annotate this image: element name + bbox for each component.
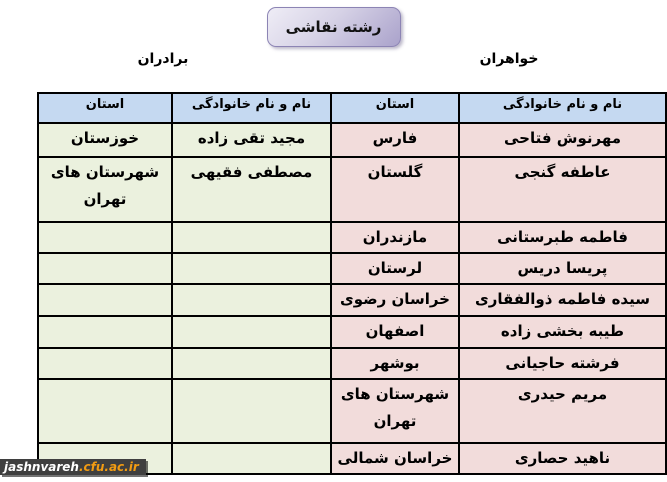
cell-sisters-name: فرشته حاجیانی	[458, 347, 667, 380]
cell-brothers-province: شهرستان های تهران	[37, 156, 173, 223]
field-title-text: رشته نقاشی	[285, 18, 382, 36]
cell-sisters-name: عاطفه گنجی	[458, 156, 667, 223]
cell-sisters-province: گلستان	[330, 156, 460, 223]
cell-sisters-name: طیبه بخشی زاده	[458, 315, 667, 349]
table-row: شهرستان های تهران مریم حیدری	[37, 378, 667, 444]
cell-sisters-name: مهرنوش فتاحی	[458, 122, 667, 158]
cell-brothers-province	[37, 283, 173, 317]
cell-sisters-province: لرستان	[330, 252, 460, 285]
cell-sisters-name: ناهید حصاری	[458, 442, 667, 475]
table-row: شهرستان های تهران مصطفی فقیهی گلستان عاط…	[37, 156, 667, 223]
cell-brothers-province: خوزستان	[37, 122, 173, 158]
watermark-domain: .cfu.ac.ir	[78, 460, 139, 474]
field-title-badge: رشته نقاشی	[266, 7, 401, 47]
table-row: بوشهر فرشته حاجیانی	[37, 347, 667, 380]
cell-brothers-name	[171, 221, 332, 254]
cell-sisters-province: فارس	[330, 122, 460, 158]
header-sisters-name: نام و نام خانوادگی	[458, 92, 667, 124]
cell-sisters-name: فاطمه طبرستانی	[458, 221, 667, 254]
cell-sisters-province: اصفهان	[330, 315, 460, 349]
header-brothers-name: نام و نام خانوادگی	[171, 92, 332, 124]
cell-brothers-province	[37, 315, 173, 349]
table-row: اصفهان طیبه بخشی زاده	[37, 315, 667, 349]
cell-brothers-name	[171, 315, 332, 349]
watermark: jashnvareh .cfu.ac.ir	[0, 459, 146, 475]
cell-sisters-province: شهرستان های تهران	[330, 378, 460, 444]
cell-brothers-province	[37, 347, 173, 380]
cell-brothers-name	[171, 283, 332, 317]
cell-brothers-name: مصطفی فقیهی	[171, 156, 332, 223]
sisters-section-label: خواهران	[479, 51, 539, 67]
cell-sisters-name: مریم حیدری	[458, 378, 667, 444]
cell-sisters-province: مازندران	[330, 221, 460, 254]
cell-brothers-province	[37, 221, 173, 254]
cell-brothers-province	[37, 252, 173, 285]
cell-brothers-name	[171, 252, 332, 285]
table-row: خراسان رضوی سیده فاطمه ذوالفقاری	[37, 283, 667, 317]
header-row: استان نام و نام خانوادگی استان نام و نام…	[37, 92, 667, 124]
cell-brothers-name	[171, 347, 332, 380]
table-row: لرستان پریسا دریس	[37, 252, 667, 285]
watermark-site: jashnvareh	[4, 460, 79, 474]
table-body: خوزستان مجید تقی زاده فارس مهرنوش فتاحی …	[37, 122, 667, 475]
table-row: مازندران فاطمه طبرستانی	[37, 221, 667, 254]
cell-sisters-name: پریسا دریس	[458, 252, 667, 285]
cell-brothers-name: مجید تقی زاده	[171, 122, 332, 158]
header-sisters-province: استان	[330, 92, 460, 124]
header-brothers-province: استان	[37, 92, 173, 124]
cell-sisters-province: بوشهر	[330, 347, 460, 380]
brothers-section-label: برادران	[137, 51, 189, 67]
cell-brothers-province	[37, 378, 173, 444]
winners-table: استان نام و نام خانوادگی استان نام و نام…	[37, 92, 667, 475]
cell-brothers-name	[171, 442, 332, 475]
cell-sisters-province: خراسان رضوی	[330, 283, 460, 317]
table-row: خوزستان مجید تقی زاده فارس مهرنوش فتاحی	[37, 122, 667, 158]
cell-brothers-name	[171, 378, 332, 444]
cell-sisters-name: سیده فاطمه ذوالفقاری	[458, 283, 667, 317]
table-header: استان نام و نام خانوادگی استان نام و نام…	[37, 92, 667, 124]
cell-sisters-province: خراسان شمالی	[330, 442, 460, 475]
